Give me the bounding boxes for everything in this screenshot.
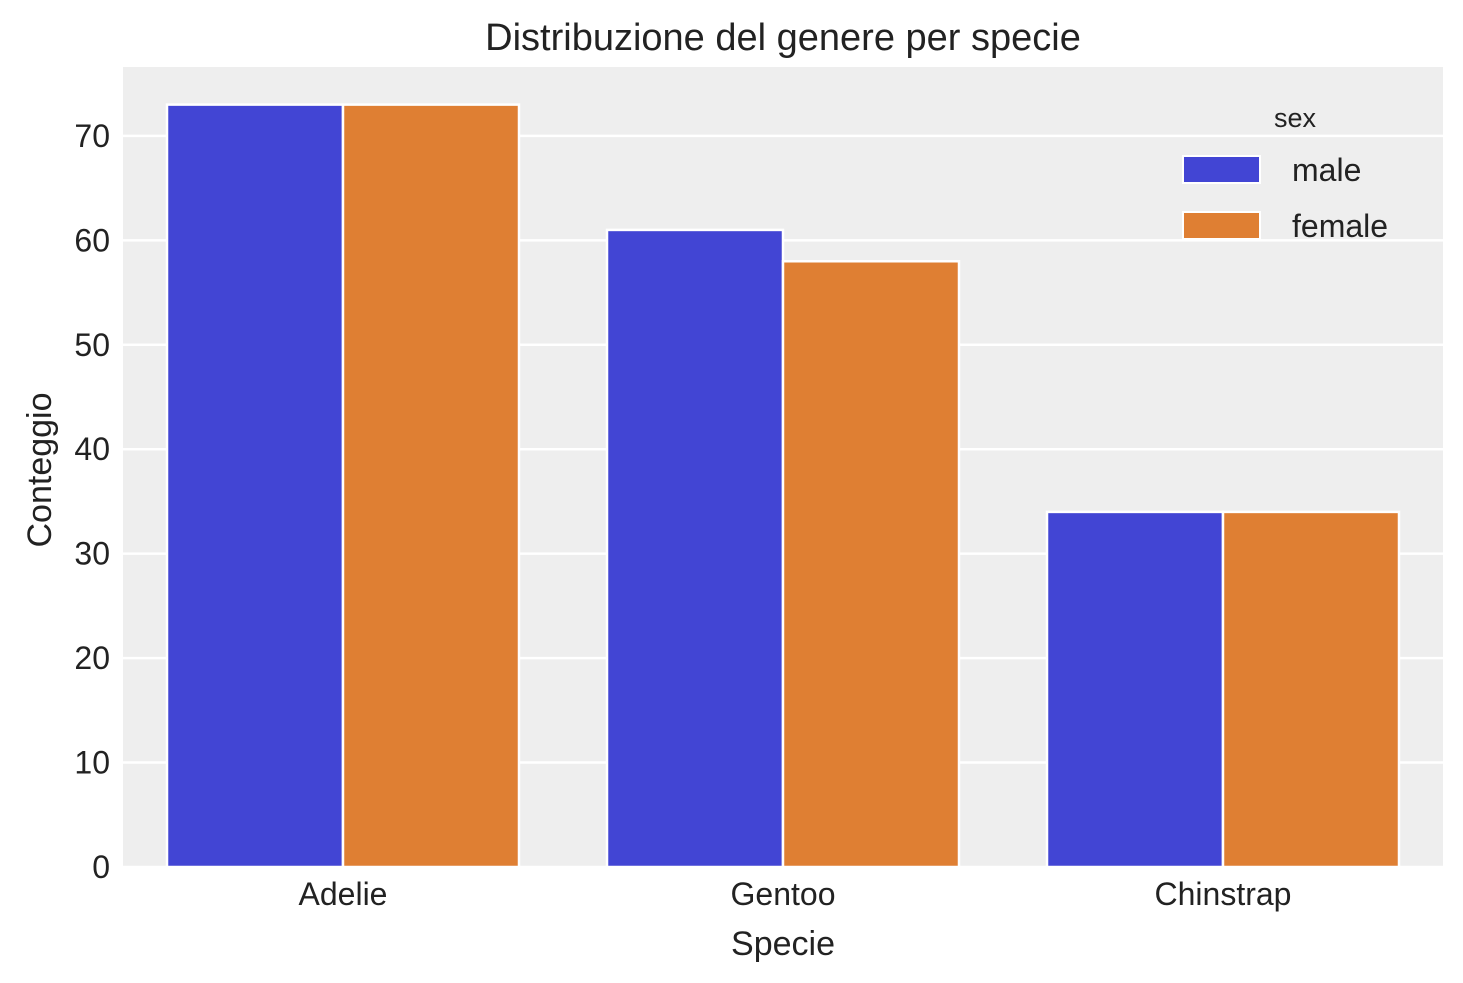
y-axis-label: Conteggio [21,392,59,547]
legend-label-female: female [1292,208,1388,244]
legend-title: sex [1274,103,1317,133]
y-axis-ticks: 0 10 20 30 40 50 60 70 [74,118,110,885]
bar-female-chinstrap [1221,510,1401,869]
bar-female-gentoo [781,260,961,869]
y-tick-label: 10 [74,745,110,781]
chart-title: Distribuzione del genere per specie [485,17,1081,59]
bar-male-adelie [165,103,345,869]
y-tick-label: 30 [74,536,110,572]
y-tick-label: 70 [74,118,110,154]
x-tick-label: Chinstrap [1155,876,1292,912]
legend-label-male: male [1292,152,1361,188]
x-tick-label: Adelie [299,876,388,912]
y-tick-label: 0 [92,849,110,885]
bar-female-adelie [341,103,521,869]
legend-swatch-male [1182,155,1261,184]
x-tick-label: Gentoo [731,876,836,912]
legend: sex male female [1182,103,1388,244]
y-tick-label: 50 [74,327,110,363]
y-tick-label: 40 [74,431,110,467]
x-axis-label: Specie [731,925,835,963]
x-axis-ticks: Adelie Gentoo Chinstrap [299,876,1292,912]
legend-swatch-female [1182,211,1261,240]
bar-male-chinstrap [1045,510,1225,869]
y-tick-label: 20 [74,640,110,676]
bar-male-gentoo [605,228,785,869]
bars [165,103,1401,869]
y-tick-label: 60 [74,222,110,258]
